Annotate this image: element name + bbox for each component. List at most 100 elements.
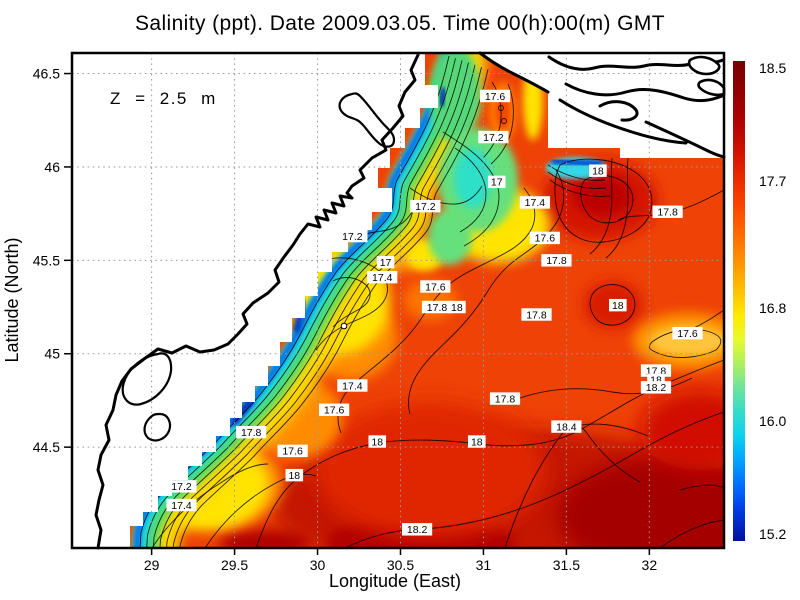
contour-label-text: 17.4 xyxy=(372,272,393,284)
contour-line xyxy=(547,164,606,181)
contour-label: 17.6 xyxy=(529,231,560,245)
field-patch xyxy=(428,209,472,265)
contour-label-box xyxy=(487,175,506,189)
contour-label-box xyxy=(166,498,197,512)
contour-label-text: 17.2 xyxy=(171,481,192,493)
contour-label-text: 17.8 xyxy=(495,393,516,405)
contour-label-box xyxy=(236,425,267,439)
contour-label: 17.8 xyxy=(421,300,453,314)
contour-label: 17.4 xyxy=(166,498,197,512)
field-patch xyxy=(315,402,545,538)
contour-label: 17.6 xyxy=(479,89,511,103)
contour-label-text: 18 xyxy=(612,300,624,312)
contour-label-text: 18.2 xyxy=(407,524,428,536)
contour-line xyxy=(151,463,269,548)
colorbar-tick-label: 16.8 xyxy=(759,300,786,316)
x-tick-label: 31 xyxy=(476,557,492,573)
field-patch xyxy=(454,148,492,208)
contour-line xyxy=(605,157,629,259)
contour-label-box xyxy=(337,379,368,392)
contour-label: 18.4 xyxy=(551,420,582,433)
contour-label-text: 17.8 xyxy=(427,302,448,314)
contour-label-box xyxy=(672,326,703,340)
contour-line xyxy=(409,185,483,205)
contour-label-box xyxy=(479,89,511,103)
x-tick-label: 31.5 xyxy=(553,557,580,573)
contour-label-box xyxy=(529,231,560,245)
coastlines xyxy=(94,51,726,550)
contour-label-box xyxy=(166,480,197,493)
contour-line xyxy=(204,473,317,548)
contour-label-text: 17.6 xyxy=(677,328,698,340)
contour-line xyxy=(315,257,388,351)
low-salinity-strip xyxy=(230,397,255,427)
contour-label-text: 17.8 xyxy=(657,207,678,219)
contour-line xyxy=(146,58,456,548)
colorbar: 18.5 17.7 16.8 16.0 15.2 xyxy=(733,60,786,542)
x-tick-label: 30 xyxy=(310,557,326,573)
contour-label-text: 17.2 xyxy=(483,132,504,144)
contour-labels: 17.6 17.2 18 17 17.4 17.8 17.2 17.2 17 17.4 17.6 17… xyxy=(166,89,703,536)
y-axis-title: Latitude (North) xyxy=(2,237,22,362)
contour-line xyxy=(549,179,611,197)
contour-line xyxy=(679,484,724,491)
closed-contour-dot xyxy=(340,322,348,330)
contour-label-box xyxy=(337,229,368,243)
danube-delta-lagoon xyxy=(121,352,173,406)
y-tick-label: 44.5 xyxy=(33,439,60,455)
contour-label: 17.6 xyxy=(277,444,308,458)
contour-label-box xyxy=(521,308,552,321)
y-tick-label: 45 xyxy=(44,346,60,362)
field-patch xyxy=(219,530,311,548)
contour-label-text: 18 xyxy=(371,436,383,448)
coastline-north xyxy=(564,82,724,103)
contour-label-box xyxy=(401,523,433,536)
contour-label-box xyxy=(609,298,627,312)
figure-title: Salinity (ppt). Date 2009.03.05. Time 00… xyxy=(135,12,665,35)
contour-line xyxy=(490,83,514,165)
contour-label-text: 17.6 xyxy=(324,405,345,417)
contour-label-box xyxy=(468,435,486,448)
contour-line xyxy=(554,158,653,243)
field-patch xyxy=(557,457,724,548)
contour-label: 17.4 xyxy=(519,196,550,209)
contour-line xyxy=(172,66,482,548)
contour-line xyxy=(139,55,450,548)
contour-label-box xyxy=(519,196,550,209)
contour-label: 18 xyxy=(589,164,607,177)
contour-label-box xyxy=(420,280,451,293)
contour-line xyxy=(498,105,504,111)
contour-label-text: 17.2 xyxy=(415,201,436,213)
contour-label-text: 18 xyxy=(288,470,300,482)
colorbar-tick-label: 15.2 xyxy=(759,526,786,542)
contour-line xyxy=(501,118,507,124)
contour-line xyxy=(179,69,489,548)
colorbar-labels: 18.5 17.7 16.8 16.0 15.2 xyxy=(759,60,786,542)
contour-label-box xyxy=(367,270,398,284)
contour-label-box xyxy=(640,364,672,377)
contour-label-text: 18.4 xyxy=(556,421,577,433)
colorbar-tick-label: 16.0 xyxy=(759,413,786,429)
colorbar-tick-label: 17.7 xyxy=(759,173,786,189)
contour-label-text: 17.8 xyxy=(546,255,567,267)
x-tick-label: 29.5 xyxy=(221,557,248,573)
contour-line xyxy=(547,171,607,189)
contour-line xyxy=(152,60,463,548)
coastal-gradient-band xyxy=(133,53,487,548)
coastline-east xyxy=(644,120,726,159)
field-patch xyxy=(640,390,724,470)
contour-label-text: 17.6 xyxy=(282,446,303,458)
contour-label: 17.4 xyxy=(337,379,368,392)
contour-label-box xyxy=(589,164,607,177)
contour-label: 17 xyxy=(376,256,395,269)
coastline-odessa-bay xyxy=(478,51,550,94)
contour-label-text: 17.4 xyxy=(171,500,192,512)
y-tick-label: 45.5 xyxy=(33,252,60,268)
contour-label: 17.2 xyxy=(337,229,368,243)
contour-label: 17.8 xyxy=(521,308,552,321)
contour-line xyxy=(589,157,613,255)
contour-label-text: 18 xyxy=(592,165,604,177)
plot-frame xyxy=(70,51,726,550)
contour-label: 17.2 xyxy=(410,199,441,213)
contour-line xyxy=(659,519,724,548)
